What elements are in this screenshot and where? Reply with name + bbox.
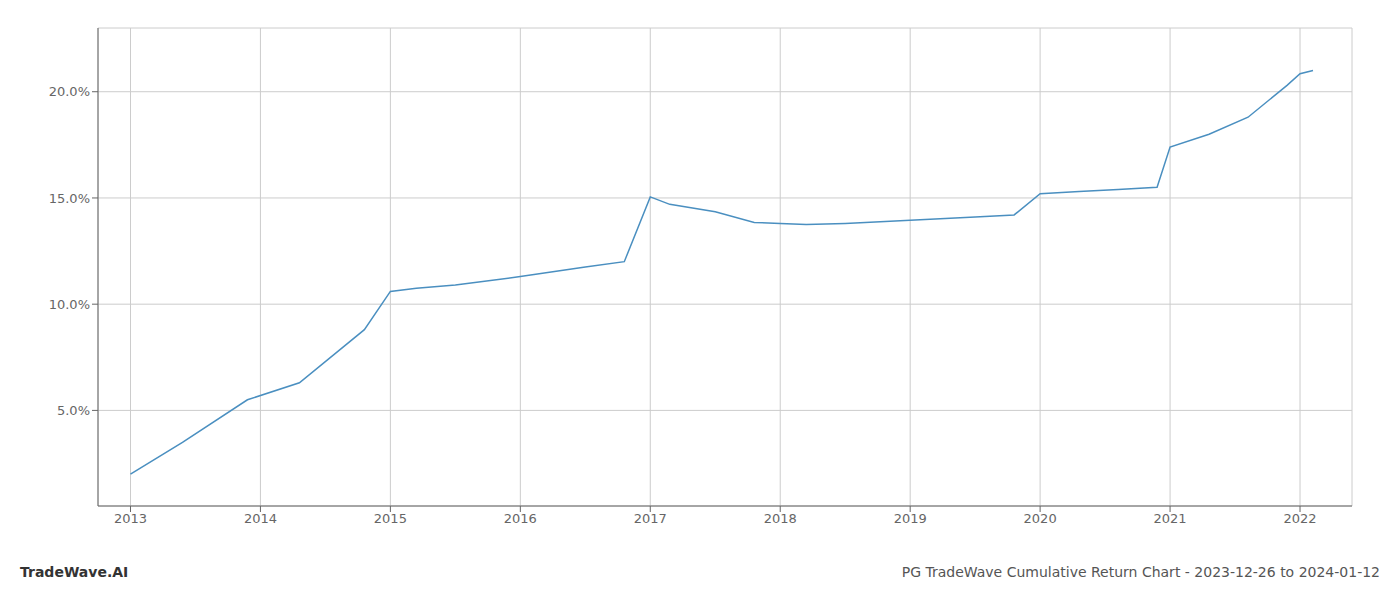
svg-text:2022: 2022 — [1283, 511, 1316, 526]
html-text:PG TradeWave Cumulative Return: PG TradeWave Cumulative Return Chart - 2… — [901, 564, 1380, 580]
svg-text:2013: 2013 — [114, 511, 147, 526]
html-text:TradeWave.AI: TradeWave.AI — [20, 564, 129, 580]
svg-text:2017: 2017 — [634, 511, 667, 526]
svg-text:2015: 2015 — [374, 511, 407, 526]
svg-text:2019: 2019 — [894, 511, 927, 526]
svg-text:20.0%: 20.0% — [49, 84, 90, 99]
svg-text:15.0%: 15.0% — [49, 191, 90, 206]
svg-text:2014: 2014 — [244, 511, 277, 526]
svg-text:2016: 2016 — [504, 511, 537, 526]
svg-text:10.0%: 10.0% — [49, 297, 90, 312]
svg-text:5.0%: 5.0% — [57, 403, 90, 418]
svg-text:2021: 2021 — [1154, 511, 1187, 526]
svg-text:2020: 2020 — [1024, 511, 1057, 526]
svg-text:2018: 2018 — [764, 511, 797, 526]
